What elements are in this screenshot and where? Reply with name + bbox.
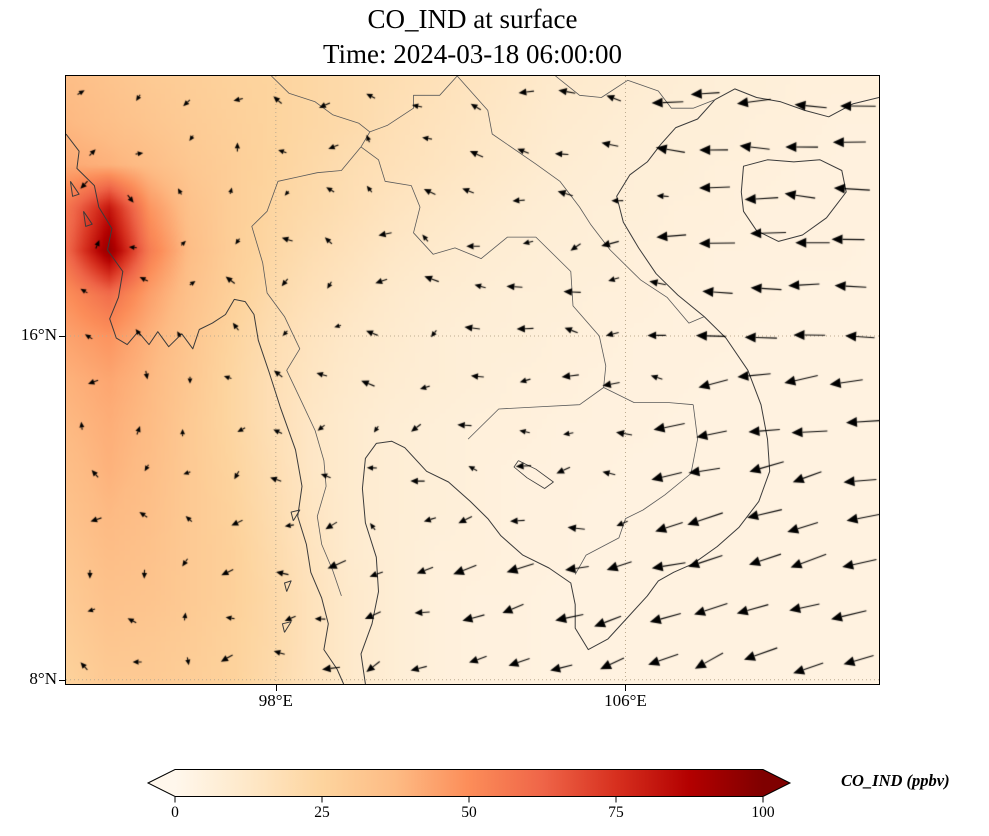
x-tick-mark xyxy=(275,685,277,691)
y-tick-label: 8°N xyxy=(29,668,57,688)
colorbar-gradient-bar xyxy=(146,769,792,797)
colorbar-tick-label: 50 xyxy=(461,804,477,821)
x-tick-label: 98°E xyxy=(258,691,293,710)
map-plot-area xyxy=(65,75,880,685)
y-tick-mark xyxy=(59,679,65,681)
x-tick-label: 106°E xyxy=(604,691,647,710)
colorbar: 0 25 50 75 100 xyxy=(146,769,792,821)
chart-title: CO_IND at surface xyxy=(367,4,578,34)
chart-subtitle: Time: 2024-03-18 06:00:00 xyxy=(322,39,623,69)
colorbar-label: CO_IND (ppbv) xyxy=(841,771,950,790)
wind-quiver-layer xyxy=(66,76,879,684)
colorbar-tick-label: 100 xyxy=(751,804,775,821)
x-tick-mark xyxy=(625,685,627,691)
colorbar-tick-label: 25 xyxy=(314,804,330,821)
y-tick-mark xyxy=(59,335,65,337)
colorbar-tick-label: 75 xyxy=(608,804,624,821)
y-tick-label: 16°N xyxy=(20,324,57,344)
colorbar-tick-label: 0 xyxy=(171,804,179,821)
